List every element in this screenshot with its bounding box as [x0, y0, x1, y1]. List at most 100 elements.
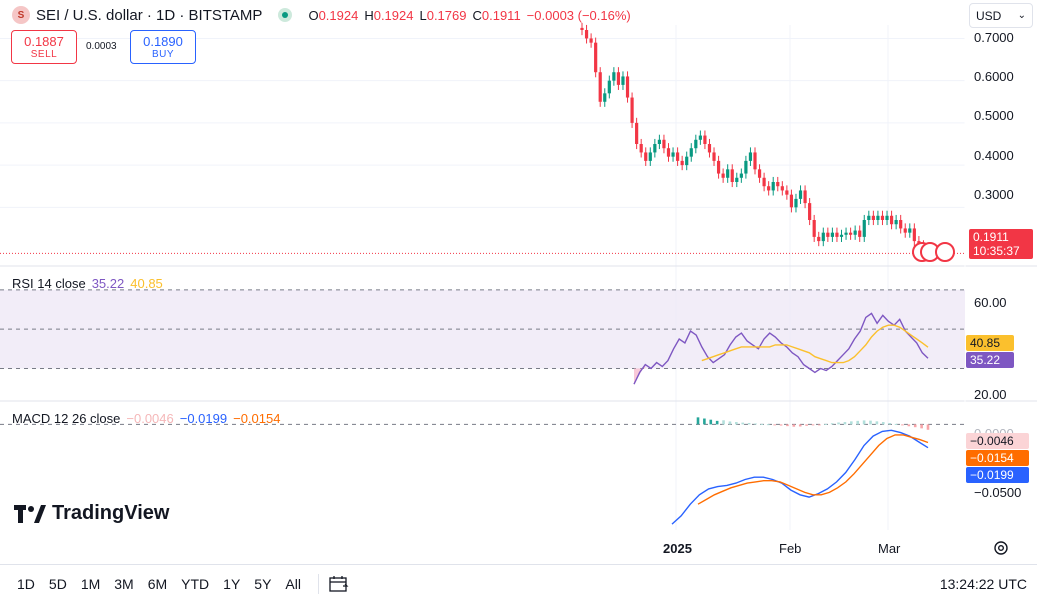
candle-body [849, 232, 853, 235]
signal-legend-value: −0.0154 [233, 411, 281, 426]
macd-histogram-bar [741, 422, 745, 425]
utc-clock[interactable]: 13:24:22 UTC [939, 576, 1027, 592]
candle-body [630, 97, 634, 123]
candle-body [880, 215, 885, 220]
range-5y-button[interactable]: 5Y [254, 576, 272, 592]
range-3m-button[interactable]: 3M [114, 576, 134, 592]
macd-histogram-bar [920, 424, 923, 429]
macd-histogram-bar [850, 421, 853, 425]
candle-body [625, 76, 630, 98]
spread-value: 0.0003 [86, 41, 117, 52]
rsi-legend-name: RSI 14 close [12, 276, 86, 291]
candle-body [616, 72, 621, 85]
currency-select[interactable]: USD ⌄ [969, 3, 1033, 28]
event-flag-icon [935, 242, 955, 262]
candle-body [871, 215, 875, 220]
macd-histogram-bar [735, 422, 738, 425]
macd-pane [0, 417, 965, 525]
macd-histogram-bar [728, 421, 732, 425]
tradingview-logo-text: TradingView [52, 502, 170, 524]
macd-tag: −0.0199 [966, 467, 1029, 483]
candle-body [798, 190, 803, 199]
range-5d-button[interactable]: 5D [48, 576, 67, 592]
macd-line [671, 429, 929, 525]
candle-body [644, 152, 648, 161]
macd-histogram-bar [696, 417, 700, 425]
macd-hist-legend-value: −0.0046 [126, 411, 174, 426]
rsi-pane [0, 289, 965, 385]
macd-histogram-bar [824, 423, 828, 425]
macd-histogram-bar [709, 419, 713, 425]
candle-body [707, 144, 712, 153]
macd-histogram-bar [779, 424, 783, 426]
symbol-title[interactable]: SEI / U.S. dollar · 1D · BITSTAMP [36, 6, 263, 24]
macd-histogram-bar [760, 423, 764, 425]
last-price-value: 0.1911 [973, 230, 1009, 244]
candle-body [653, 144, 657, 153]
price-tick: 0.3000 [974, 187, 1014, 202]
candle-body [794, 198, 798, 208]
macd-histogram-bar [926, 424, 930, 430]
macd-legend[interactable]: MACD 12 26 close −0.0046 −0.0199 −0.0154 [12, 411, 280, 426]
macd-legend-value: −0.0199 [179, 411, 228, 426]
candle-body [726, 169, 730, 178]
price-tick: 0.6000 [974, 69, 1014, 84]
macd-histogram-bar [894, 423, 898, 425]
range-1y-button[interactable]: 1Y [223, 576, 241, 592]
candle-body [680, 160, 684, 166]
candle-body [889, 215, 894, 225]
macd-histogram-bar [786, 424, 789, 427]
macd-histogram-bar [754, 423, 757, 425]
buy-button[interactable]: 0.1890 BUY [130, 30, 196, 64]
tradingview-logo[interactable]: TradingView [14, 502, 169, 525]
macd-histogram-bar [766, 424, 770, 426]
candle-body [612, 72, 616, 81]
macd-histogram-bar [875, 421, 879, 425]
candle-body [789, 194, 794, 208]
candle-body [762, 177, 766, 187]
range-all-button[interactable]: All [285, 576, 301, 592]
candle-body [662, 139, 666, 149]
candle-body [826, 232, 830, 237]
macd-histogram-bar [837, 422, 840, 425]
macd-histogram-bar [881, 422, 885, 425]
bar-countdown: 10:35:37 [973, 244, 1020, 258]
candle-body [835, 232, 839, 237]
settings-gear-icon[interactable] [993, 540, 1009, 556]
macd-histogram-bar [907, 424, 911, 427]
candle-body [735, 177, 739, 182]
macd-histogram-bar [798, 424, 802, 427]
candle-body [635, 122, 639, 144]
chevron-down-icon: ⌄ [1017, 10, 1026, 21]
macd-histogram-bar [830, 423, 834, 425]
candle-body [867, 215, 871, 220]
bottom-toolbar: 1D 5D 1M 3M 6M YTD 1Y 5Y All 13:24:22 UT… [0, 564, 1037, 603]
macd-histogram-bar [888, 422, 891, 425]
candle-body [885, 215, 889, 220]
candle-body [812, 220, 816, 237]
candle-body [689, 148, 693, 157]
candle-body [703, 135, 707, 144]
range-ytd-button[interactable]: YTD [181, 576, 210, 592]
candle-body [716, 160, 721, 174]
rsi-legend[interactable]: RSI 14 close 35.22 40.85 [12, 276, 163, 291]
candle-body [621, 76, 625, 85]
candle-body [776, 182, 780, 187]
candle-body [721, 173, 725, 178]
rsi-ma-tag: 40.85 [966, 335, 1014, 351]
macd-histogram-bar [722, 420, 725, 425]
candle-body [598, 72, 602, 102]
currency-value: USD [976, 8, 1002, 23]
sell-button[interactable]: 0.1887 SELL [11, 30, 77, 64]
candle-body [862, 220, 866, 237]
macd-histogram-bar [869, 420, 872, 425]
candle-body [603, 93, 607, 102]
macd-histogram-bar [862, 420, 866, 425]
calendar-range-icon[interactable] [329, 575, 349, 593]
buy-price: 0.1890 [143, 34, 183, 49]
macd-histogram-bar [773, 424, 776, 426]
range-1m-button[interactable]: 1M [80, 576, 101, 592]
range-6m-button[interactable]: 6M [147, 576, 168, 592]
range-1d-button[interactable]: 1D [17, 576, 35, 592]
